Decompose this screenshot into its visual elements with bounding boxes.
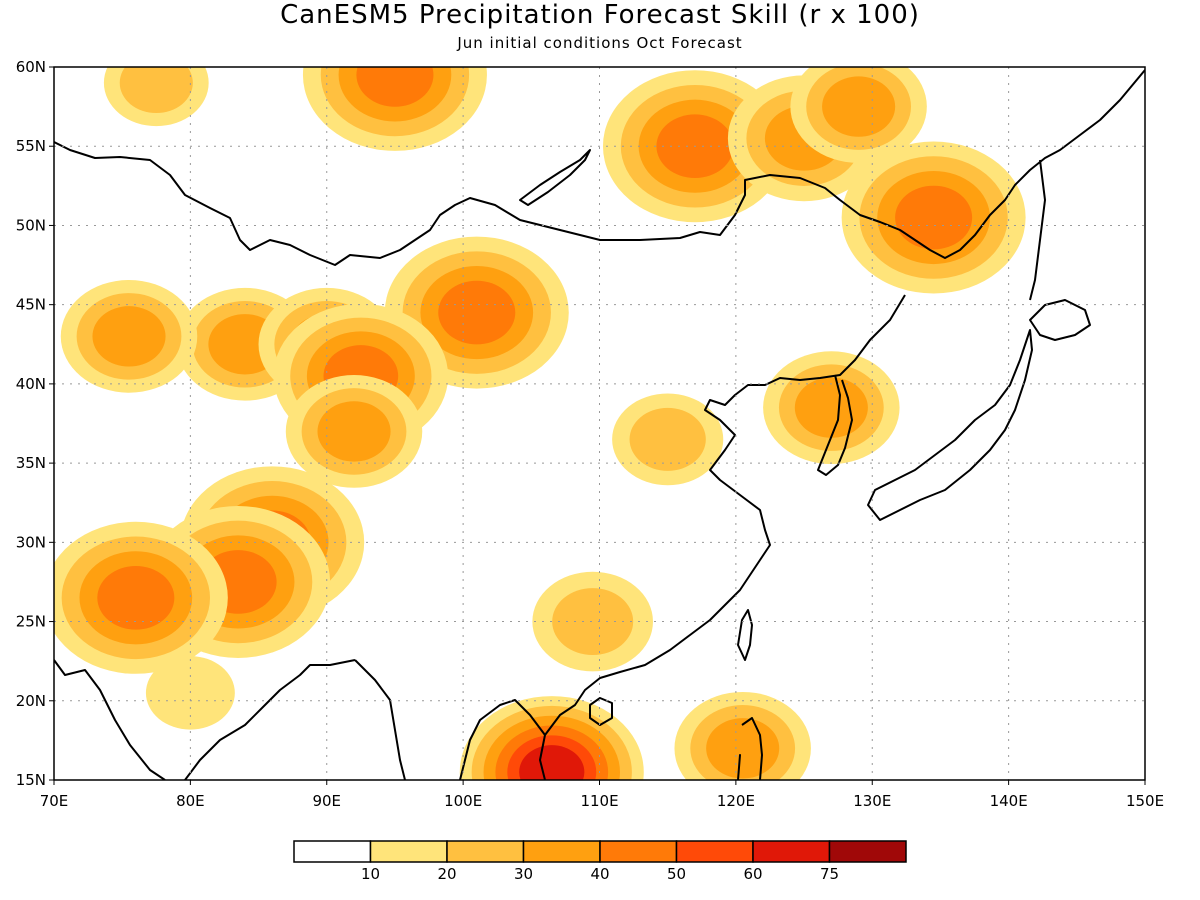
legend-label: 40 (590, 865, 609, 883)
skill-region (285, 375, 423, 488)
skill-contour (822, 76, 896, 137)
legend-swatch (599, 840, 678, 863)
skill-region (459, 696, 644, 780)
legend-label: 30 (514, 865, 533, 883)
skill-region (302, 67, 487, 151)
legend-label: 60 (743, 865, 762, 883)
x-tick-label: 70E (40, 792, 69, 810)
coastline-layer (54, 69, 1145, 780)
legend-swatch (675, 840, 754, 863)
y-tick-label: 60N (16, 58, 46, 76)
coastline-hokkaido (1029, 299, 1091, 341)
lat-lon-gridlines (54, 67, 1145, 780)
skill-contour (895, 185, 973, 250)
coastline-taiwan (737, 609, 753, 661)
skill-contour (794, 377, 868, 438)
lake-baikal (519, 149, 591, 206)
color-legend: 10 20 30 40 50 60 75 (293, 840, 907, 883)
skill-region (54, 521, 228, 674)
skill-region (60, 279, 198, 393)
legend-label: 10 (361, 865, 380, 883)
legend-swatch (522, 840, 601, 863)
legend-swatch (752, 840, 831, 863)
x-tick-label: 80E (176, 792, 205, 810)
x-tick-label: 150E (1126, 792, 1164, 810)
y-tick-label: 20N (16, 692, 46, 710)
coastline-hainan (589, 697, 613, 726)
skill-region (532, 571, 653, 672)
skill-region (612, 393, 724, 486)
y-tick-label: 55N (16, 137, 46, 155)
skill-contour (552, 588, 634, 656)
legend-label: 75 (820, 865, 839, 883)
latitude-axis: 15N 20N 25N 30N 35N 40N 45N 50N 55N 60N (16, 58, 54, 789)
x-tick-label: 90E (312, 792, 341, 810)
legend-swatch (369, 840, 448, 863)
coastline-india (54, 659, 356, 780)
legend-swatch (293, 840, 372, 863)
y-tick-label: 45N (16, 296, 46, 314)
y-tick-label: 30N (16, 533, 46, 551)
x-tick-label: 140E (990, 792, 1028, 810)
coastline-sakhalin (1029, 159, 1046, 301)
legend-swatch (446, 840, 525, 863)
skill-contour (706, 718, 780, 779)
legend-swatch (828, 840, 907, 863)
x-tick-label: 110E (580, 792, 618, 810)
x-tick-label: 100E (444, 792, 482, 810)
skill-contour (519, 745, 585, 780)
skill-contour (97, 565, 175, 630)
coastline-eurasia (54, 69, 1145, 266)
coastline-luzon (737, 717, 763, 780)
y-tick-label: 50N (16, 216, 46, 234)
y-tick-label: 35N (16, 454, 46, 472)
x-tick-label: 130E (853, 792, 891, 810)
y-tick-label: 40N (16, 375, 46, 393)
y-tick-label: 25N (16, 613, 46, 631)
coastline-indochina (354, 659, 546, 780)
skill-contour (317, 401, 391, 462)
longitude-axis: 70E 80E 90E 100E 110E 120E 130E 140E 150E (40, 780, 1164, 810)
coastline-china (539, 294, 906, 780)
map-subtitle: Jun initial conditions Oct Forecast (457, 34, 743, 52)
map-title: CanESM5 Precipitation Forecast Skill (r … (280, 0, 920, 30)
skill-contour (119, 67, 193, 114)
y-tick-label: 15N (16, 771, 46, 789)
legend-label: 20 (437, 865, 456, 883)
coastline-japan (867, 329, 1033, 521)
coastline-korea (817, 374, 853, 476)
skill-region (790, 67, 927, 163)
skill-region (103, 67, 209, 127)
legend-label: 50 (667, 865, 686, 883)
skill-contour (356, 67, 434, 107)
x-tick-label: 120E (717, 792, 755, 810)
skill-contour (92, 306, 166, 367)
skill-region (674, 691, 811, 780)
skill-region (763, 351, 900, 465)
skill-contour (629, 407, 706, 471)
skill-region (841, 141, 1026, 294)
skill-contour (438, 280, 516, 345)
